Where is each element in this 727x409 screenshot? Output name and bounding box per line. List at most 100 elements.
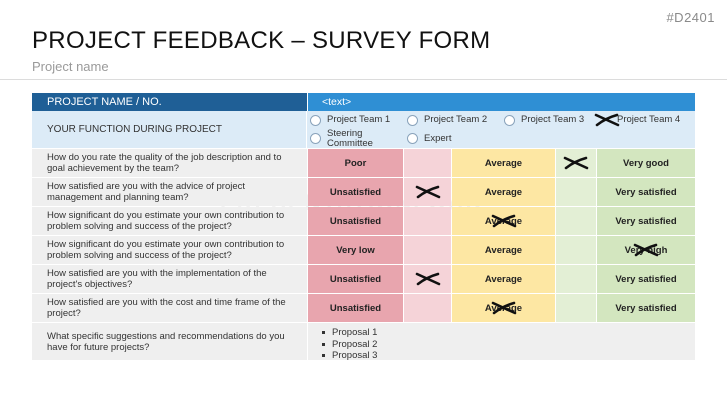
question-text: How satisfied are you with the cost and … <box>32 294 307 322</box>
rating-cell[interactable]: Very satisfied <box>597 178 695 206</box>
rating-cell[interactable] <box>404 178 451 206</box>
survey-table: PROJECT NAME / NO. <text> YOUR FUNCTION … <box>32 93 695 362</box>
suggestion-item: Proposal 3 <box>322 350 695 362</box>
cross-mark-icon <box>491 300 517 316</box>
rating-cell[interactable] <box>556 265 596 293</box>
rating-label: Unsatisfied <box>329 302 382 314</box>
radio-icon[interactable] <box>407 114 418 126</box>
page-title: PROJECT FEEDBACK – SURVEY FORM <box>32 27 491 54</box>
rating-cell[interactable] <box>556 207 596 235</box>
rating-label: Very satisfied <box>615 215 677 227</box>
function-option[interactable]: Steering Committee <box>307 127 404 149</box>
function-option-label: Project Team 2 <box>424 114 488 125</box>
rating-label: Very satisfied <box>615 302 677 314</box>
cross-mark-icon <box>415 184 441 200</box>
suggestion-text: Proposal 3 <box>332 350 378 361</box>
rating-label: Very low <box>336 244 375 256</box>
rating-cell[interactable] <box>404 265 451 293</box>
function-option[interactable]: Expert <box>404 129 501 148</box>
question-row: How significant do you estimate your own… <box>32 207 695 235</box>
rating-cell[interactable]: Average <box>452 236 555 264</box>
rating-cell[interactable]: Very satisfied <box>597 265 695 293</box>
rating-label: Average <box>484 186 523 198</box>
rating-cell[interactable] <box>404 149 451 177</box>
question-rows: How do you rate the quality of the job d… <box>32 149 695 322</box>
rating-label: Unsatisfied <box>329 273 382 285</box>
suggestions-label: What specific suggestions and recommenda… <box>32 323 307 360</box>
rating-label: Average <box>484 244 523 256</box>
function-option-label: Steering Committee <box>327 127 373 149</box>
rating-cell[interactable]: Very low <box>308 236 403 264</box>
rating-cell[interactable] <box>556 294 596 322</box>
question-row: How satisfied are you with the cost and … <box>32 294 695 322</box>
header-row: PROJECT NAME / NO. <text> <box>32 93 695 111</box>
rating-cell[interactable] <box>556 149 596 177</box>
function-option[interactable]: Project Team 1 <box>307 111 404 129</box>
rating-cell[interactable]: Unsatisfied <box>308 207 403 235</box>
question-text: How satisfied are you with the implement… <box>32 265 307 293</box>
bullet-icon <box>322 354 325 358</box>
radio-icon[interactable] <box>310 133 321 144</box>
rating-label: Average <box>484 273 523 285</box>
rating-cell[interactable]: Average <box>452 207 555 235</box>
rating-cell[interactable]: Unsatisfied <box>308 265 403 293</box>
question-row: How satisfied are you with the implement… <box>32 265 695 293</box>
rating-cell[interactable]: Very satisfied <box>597 294 695 322</box>
slide-code: #D2401 <box>666 10 715 25</box>
rating-cell[interactable]: Very satisfied <box>597 207 695 235</box>
rating-cell[interactable]: Very high <box>597 236 695 264</box>
rating-cell[interactable]: Average <box>452 265 555 293</box>
header-label: PROJECT NAME / NO. <box>32 93 307 111</box>
suggestion-text: Proposal 2 <box>332 338 378 350</box>
rating-label: Unsatisfied <box>329 215 382 227</box>
function-row: YOUR FUNCTION DURING PROJECT Project Tea… <box>32 111 695 148</box>
page-subtitle: Project name <box>32 59 109 74</box>
radio-icon[interactable] <box>504 114 515 126</box>
rating-cell[interactable] <box>404 207 451 235</box>
suggestion-item: Proposal 2 <box>322 339 695 351</box>
rating-label: Unsatisfied <box>329 186 382 198</box>
rating-cell[interactable]: Poor <box>308 149 403 177</box>
title-divider <box>0 79 727 80</box>
rating-cell[interactable]: Average <box>452 294 555 322</box>
function-option[interactable]: Project Team 3 <box>501 111 598 129</box>
function-option-label: Project Team 3 <box>521 114 585 125</box>
question-row: How do you rate the quality of the job d… <box>32 149 695 177</box>
rating-label: Very good <box>623 157 669 169</box>
project-name-field[interactable]: <text> <box>308 93 695 111</box>
rating-cell[interactable]: Unsatisfied <box>308 294 403 322</box>
function-option[interactable]: Project Team 2 <box>404 111 501 129</box>
function-label: YOUR FUNCTION DURING PROJECT <box>32 111 306 148</box>
cross-mark-icon <box>491 213 517 229</box>
function-option-label: Project Team 4 <box>617 114 681 125</box>
rating-cell[interactable]: Average <box>452 149 555 177</box>
radio-icon[interactable] <box>310 114 321 126</box>
rating-cell[interactable]: Very good <box>597 149 695 177</box>
bullet-icon <box>322 331 325 335</box>
function-option-label: Expert <box>424 132 452 144</box>
rating-cell[interactable] <box>404 294 451 322</box>
rating-cell[interactable]: Average <box>452 178 555 206</box>
rating-cell[interactable] <box>404 236 451 264</box>
suggestion-item: Proposal 1 <box>322 327 695 339</box>
bullet-icon <box>322 342 325 346</box>
suggestions-row: What specific suggestions and recommenda… <box>32 323 695 362</box>
suggestions-list: Proposal 1 Proposal 2 Proposal 3 <box>308 323 695 362</box>
cross-mark-icon <box>633 242 659 258</box>
question-text: How satisfied are you with the advice of… <box>32 178 307 206</box>
rating-cell[interactable] <box>556 236 596 264</box>
cross-mark-icon <box>415 271 441 287</box>
rating-label: Average <box>484 157 523 169</box>
question-row: How significant do you estimate your own… <box>32 236 695 264</box>
rating-label: Very satisfied <box>615 186 677 198</box>
question-text: How do you rate the quality of the job d… <box>32 149 307 177</box>
function-option[interactable]: Project Team 4 <box>594 111 695 129</box>
cross-mark-icon <box>594 112 620 128</box>
question-text: How significant do you estimate your own… <box>32 236 307 264</box>
rating-cell[interactable]: Unsatisfied <box>308 178 403 206</box>
rating-label: Very satisfied <box>615 273 677 285</box>
radio-icon[interactable] <box>407 133 418 144</box>
rating-cell[interactable] <box>556 178 596 206</box>
rating-label: Poor <box>344 157 367 169</box>
question-row: How satisfied are you with the advice of… <box>32 178 695 206</box>
